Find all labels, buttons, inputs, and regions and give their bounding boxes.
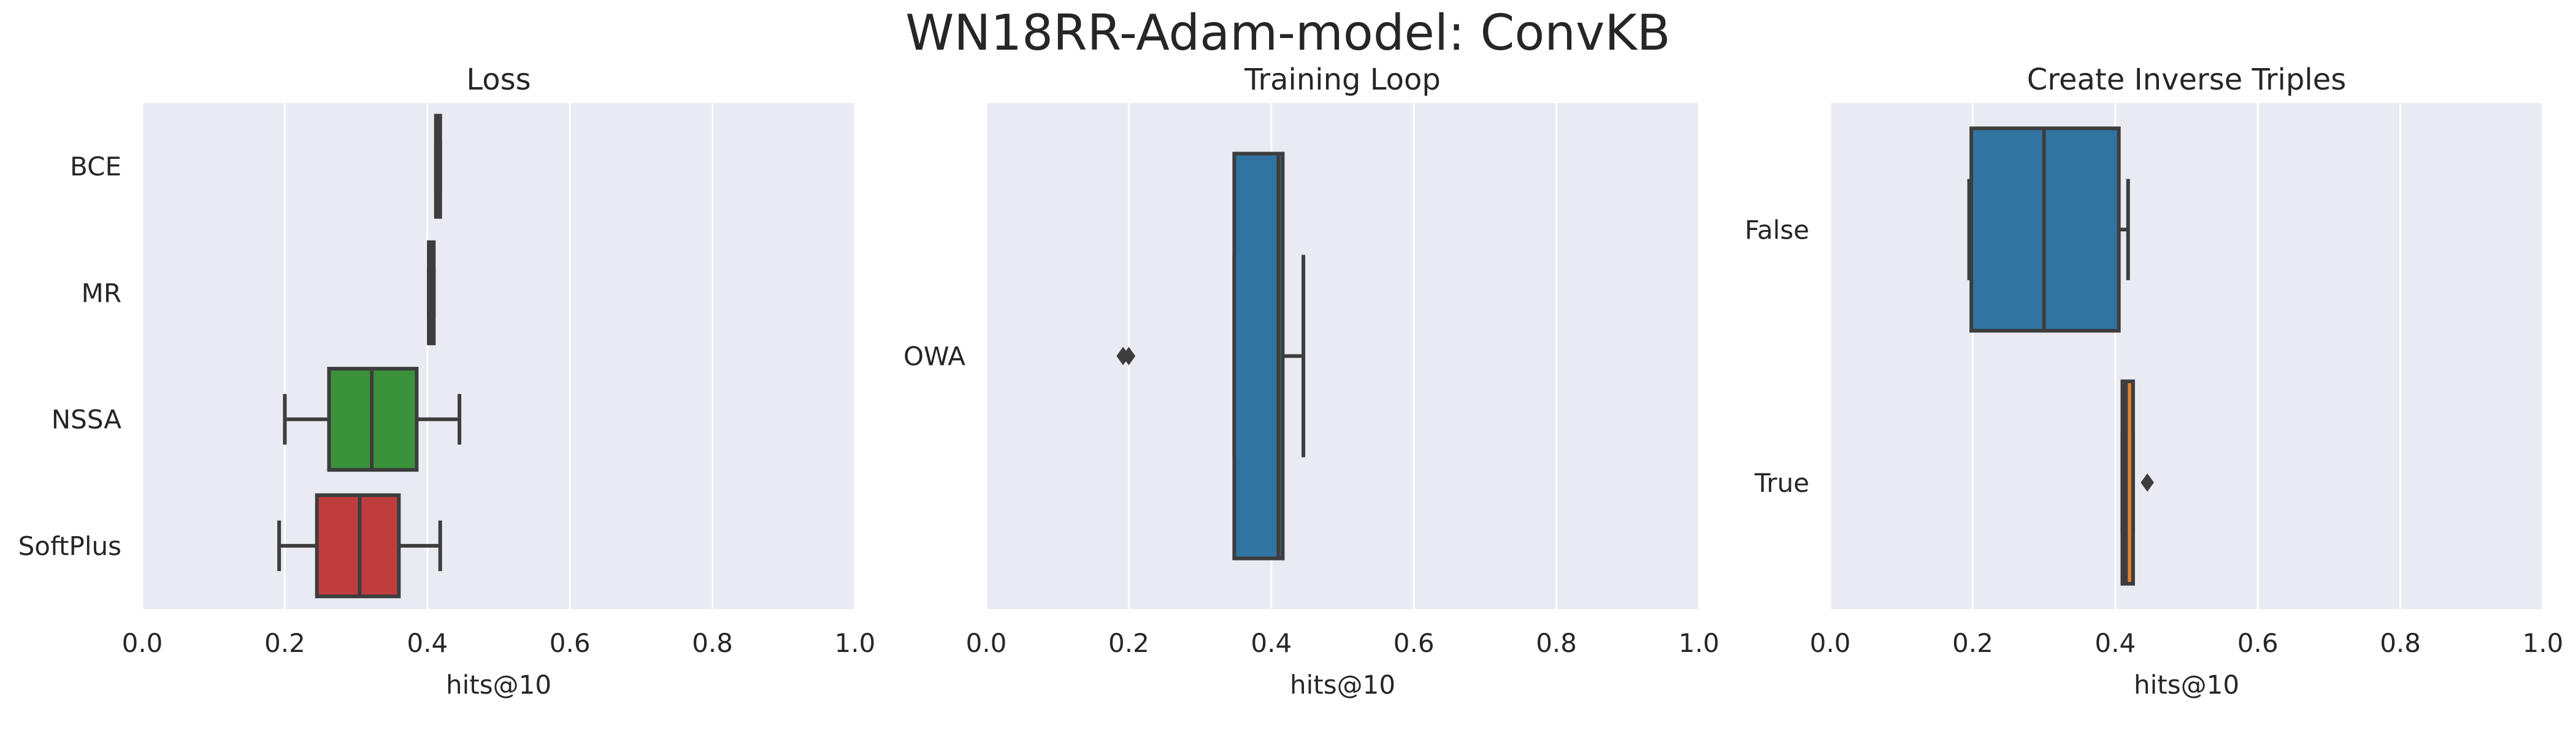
x-tick-label: 0.6 bbox=[2237, 628, 2279, 658]
plot-area bbox=[142, 103, 855, 609]
x-tick-label: 0.0 bbox=[122, 628, 163, 658]
x-tick-label: 0.0 bbox=[966, 628, 1007, 658]
x-tick-label: 0.6 bbox=[1393, 628, 1435, 658]
box-owa: OWA bbox=[903, 151, 1306, 561]
x-tick-label: 0.6 bbox=[550, 628, 591, 658]
y-tick-label: MR bbox=[82, 278, 121, 308]
box-mr: MR bbox=[82, 240, 436, 345]
figure-title: WN18RR-Adam-model: ConvKB bbox=[905, 4, 1671, 61]
y-tick-label: SoftPlus bbox=[18, 531, 121, 561]
y-tick-label: OWA bbox=[903, 342, 965, 372]
x-tick-label: 0.8 bbox=[2380, 628, 2421, 658]
box-nssa: NSSA bbox=[52, 367, 462, 472]
box-false: False bbox=[1745, 126, 2130, 333]
panel-create-inverse-triples: 0.0 0.2 0.4 0.6 0.8 1.0 Create Inverse Triples… bbox=[1745, 63, 2564, 700]
y-tick-label: NSSA bbox=[52, 405, 122, 435]
x-tick-label: 0.4 bbox=[2095, 628, 2136, 658]
x-tick-label: 0.8 bbox=[1536, 628, 1577, 658]
box-iqr bbox=[1232, 151, 1285, 561]
x-axis-label: hits@10 bbox=[446, 670, 551, 700]
x-tick-label: 0.4 bbox=[407, 628, 448, 658]
x-tick-label: 0.2 bbox=[264, 628, 305, 658]
box-true: True bbox=[1754, 379, 2154, 586]
x-tick-label: 1.0 bbox=[2523, 628, 2564, 658]
x-tick-label: 0.2 bbox=[1952, 628, 1993, 658]
plot-area bbox=[1830, 103, 2543, 609]
panel-title: Create Inverse Triples bbox=[2027, 63, 2346, 97]
panel-loss: 0.0 0.2 0.4 0.6 0.8 1.0 Loss hits@10 BCE MR NSSA So… bbox=[18, 63, 876, 700]
plot-area bbox=[986, 103, 1699, 609]
x-tick-label: 0.8 bbox=[692, 628, 733, 658]
panel-title: Loss bbox=[466, 63, 531, 97]
x-tick-label: 1.0 bbox=[835, 628, 876, 658]
x-axis-label: hits@10 bbox=[1290, 670, 1395, 700]
box-softplus: SoftPlus bbox=[18, 493, 442, 599]
x-tick-label: 1.0 bbox=[1679, 628, 1720, 658]
x-tick-label: 0.2 bbox=[1108, 628, 1149, 658]
outlier-marker bbox=[1122, 347, 1136, 366]
y-tick-label: True bbox=[1754, 468, 1809, 498]
outlier-marker bbox=[2141, 473, 2154, 492]
box-bce: BCE bbox=[70, 113, 442, 219]
panel-title: Training Loop bbox=[1244, 63, 1441, 97]
x-tick-label: 0.0 bbox=[1810, 628, 1851, 658]
y-tick-label: BCE bbox=[70, 151, 121, 182]
panel-training-loop: 0.0 0.2 0.4 0.6 0.8 1.0 Training Loop hits@10 OW… bbox=[903, 63, 1719, 700]
y-tick-label: False bbox=[1745, 215, 1809, 245]
x-axis-label: hits@10 bbox=[2134, 670, 2239, 700]
x-tick-label: 0.4 bbox=[1251, 628, 1292, 658]
